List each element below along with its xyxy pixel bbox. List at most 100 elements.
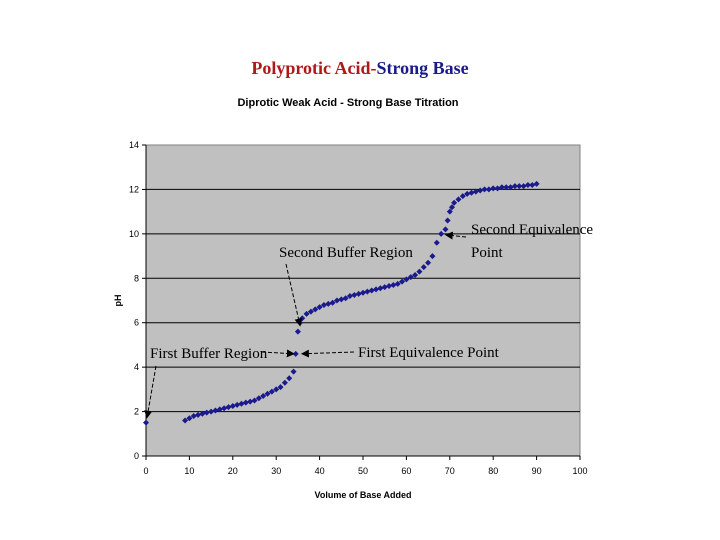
y-tick-label: 4 — [134, 362, 139, 372]
data-point — [143, 419, 149, 426]
data-point — [377, 285, 384, 292]
data-point — [281, 379, 288, 386]
annotation-second-equivalence: Second Equivalence — [471, 222, 593, 238]
data-point — [208, 408, 215, 415]
data-point — [477, 187, 484, 194]
data-point — [403, 276, 410, 283]
data-point — [268, 388, 275, 395]
data-point — [438, 230, 445, 237]
chart-title: Diprotic Weak Acid - Strong Base Titrati… — [237, 97, 458, 109]
data-point — [433, 239, 440, 246]
data-point — [346, 293, 353, 300]
annotation-arrow — [285, 263, 303, 327]
data-point — [260, 393, 267, 400]
x-tick-label: 100 — [572, 466, 587, 476]
annotation-point: Point — [471, 245, 504, 261]
data-point — [329, 299, 336, 306]
data-point — [360, 289, 366, 296]
data-point — [511, 183, 518, 190]
data-point — [255, 395, 262, 402]
data-point — [529, 181, 536, 188]
data-point — [273, 386, 280, 393]
data-point — [448, 204, 455, 211]
data-point — [368, 287, 375, 294]
data-point — [425, 259, 432, 266]
data-point — [312, 306, 319, 313]
data-point — [442, 226, 449, 233]
data-point — [533, 180, 540, 187]
data-point — [507, 184, 514, 191]
y-tick-label: 10 — [129, 229, 139, 239]
data-point — [225, 404, 232, 411]
data-point — [320, 301, 327, 308]
data-point — [520, 183, 527, 190]
data-point — [446, 208, 453, 215]
data-point — [429, 253, 436, 260]
data-point — [524, 181, 531, 188]
y-tick-label: 2 — [134, 407, 139, 417]
data-point — [394, 280, 401, 287]
data-point — [216, 406, 223, 413]
data-point — [490, 185, 497, 192]
data-point — [195, 411, 202, 418]
data-point — [494, 185, 501, 192]
data-point — [464, 190, 471, 197]
x-tick-label: 50 — [358, 466, 368, 476]
data-point — [307, 308, 314, 315]
annotation-arrow — [144, 365, 157, 419]
data-point — [338, 296, 345, 303]
y-tick-label: 6 — [134, 318, 139, 328]
data-point — [420, 264, 427, 271]
x-tick-label: 20 — [228, 466, 238, 476]
data-point — [294, 328, 301, 335]
data-point — [451, 199, 458, 206]
data-point — [355, 290, 362, 297]
x-tick-label: 60 — [401, 466, 411, 476]
annotation-second-buffer-region: Second Buffer Region — [279, 245, 413, 261]
data-point — [342, 295, 349, 302]
data-point — [481, 186, 488, 193]
data-point — [316, 304, 323, 311]
slide-title-part2: Strong Base — [376, 58, 469, 78]
x-tick-label: 0 — [143, 466, 148, 476]
annotation-arrow — [261, 349, 295, 358]
x-tick-label: 70 — [445, 466, 455, 476]
data-point — [399, 278, 406, 285]
x-tick-label: 90 — [532, 466, 542, 476]
data-point — [485, 186, 492, 193]
data-point — [386, 283, 393, 290]
y-tick-label: 14 — [129, 140, 139, 150]
x-tick-label: 80 — [488, 466, 498, 476]
data-point — [381, 284, 388, 291]
data-point — [455, 196, 462, 203]
data-point — [221, 405, 228, 412]
x-tick-label: 40 — [315, 466, 325, 476]
data-point — [251, 397, 258, 404]
data-point — [203, 409, 210, 416]
data-point — [390, 281, 397, 288]
data-point — [212, 407, 219, 414]
data-point — [407, 274, 414, 281]
data-point — [190, 413, 197, 420]
annotation-arrow — [444, 231, 467, 240]
data-point — [373, 286, 380, 293]
y-tick-label: 12 — [129, 184, 139, 194]
data-point — [364, 288, 371, 295]
data-point — [234, 401, 241, 408]
data-point — [444, 217, 451, 224]
data-point — [186, 415, 193, 422]
data-point — [498, 184, 505, 191]
annotation-first-equivalence-point: First Equivalence Point — [358, 345, 500, 361]
data-point — [199, 410, 206, 417]
x-axis-title: Volume of Base Added — [314, 490, 411, 500]
data-point — [351, 291, 358, 298]
slide-title-part1: Polyprotic Acid- — [251, 58, 377, 78]
data-point — [516, 183, 523, 190]
y-axis-title: pH — [113, 295, 123, 307]
data-point — [303, 310, 310, 317]
data-point — [247, 398, 254, 405]
data-point — [468, 189, 475, 196]
data-point — [459, 193, 466, 200]
x-tick-label: 10 — [184, 466, 194, 476]
